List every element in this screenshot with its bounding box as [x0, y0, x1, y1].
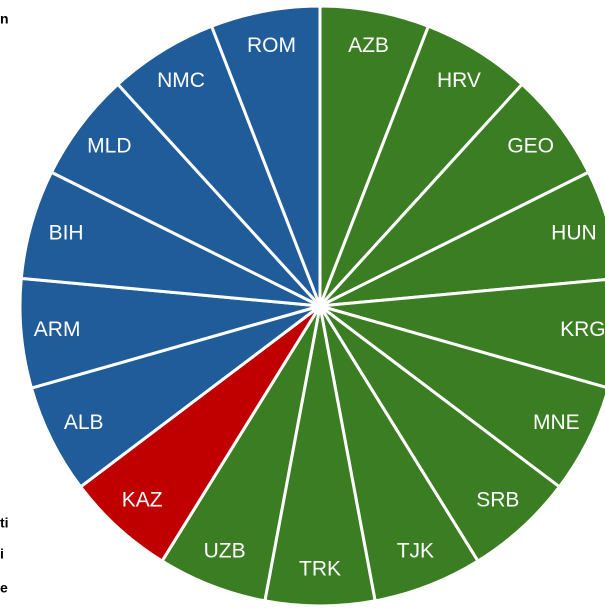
side-text: n ti i e	[0, 11, 9, 596]
slice-label: TRK	[299, 558, 341, 581]
slice	[318, 278, 605, 389]
slice	[318, 170, 605, 308]
slice-label: KRG	[560, 318, 605, 341]
slice-label: ALB	[64, 411, 104, 434]
slice	[210, 4, 322, 308]
pie	[18, 4, 605, 608]
labels: AZB HRV GEO HUN KRG MNE SRB TJK TRK UZB KAZ ALB ARM B…	[34, 34, 605, 581]
slice-label: TJK	[397, 540, 434, 563]
side-label: e	[0, 580, 8, 596]
slice-label: ROM	[247, 34, 296, 57]
side-label: ti	[0, 515, 9, 531]
slice-label: BIH	[49, 221, 84, 244]
slice-label: GEO	[507, 134, 554, 157]
slice-label: HUN	[551, 221, 597, 244]
slice-label: KAZ	[122, 489, 163, 512]
slice-label: UZB	[204, 540, 246, 563]
side-label: n	[0, 11, 9, 27]
side-label: i	[0, 546, 4, 562]
slice-label: HRV	[437, 69, 481, 92]
slice-label: NMC	[157, 69, 205, 92]
slice-label: MLD	[87, 134, 131, 157]
slice-label: SRB	[476, 489, 519, 512]
slice-label: MNE	[533, 411, 580, 434]
slice-label: AZB	[348, 34, 389, 57]
slice-label: ARM	[34, 318, 81, 341]
